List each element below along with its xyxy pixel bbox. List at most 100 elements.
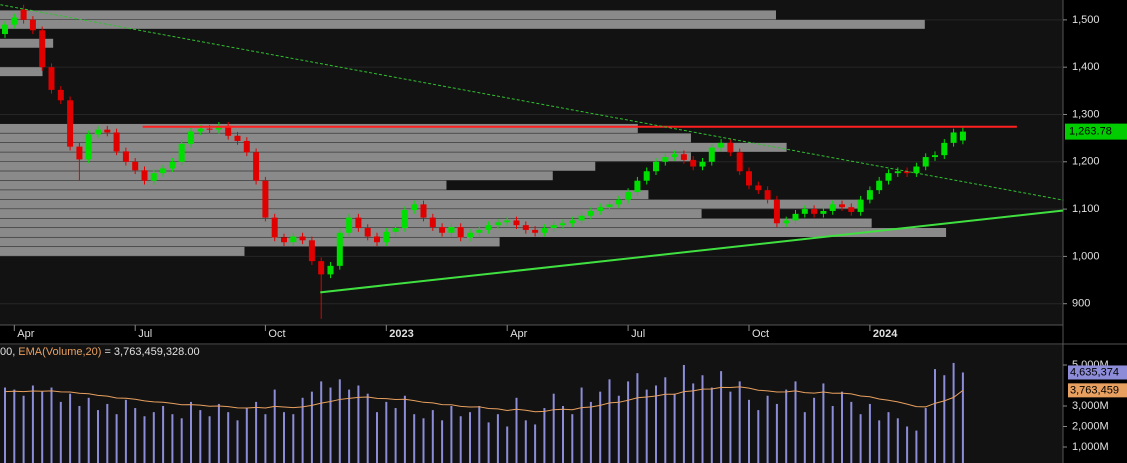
volume-pane bbox=[0, 345, 1063, 463]
candle-body bbox=[680, 154, 687, 160]
value-tag bbox=[1068, 383, 1127, 398]
candle-body bbox=[587, 210, 594, 216]
volume-bar bbox=[627, 381, 630, 463]
candle-body bbox=[634, 180, 641, 193]
volume-bar bbox=[403, 395, 406, 463]
candle-body bbox=[625, 192, 632, 200]
price-tag bbox=[1065, 123, 1127, 140]
candle-body bbox=[225, 125, 232, 136]
volume-bar bbox=[236, 420, 239, 463]
candle-body bbox=[39, 30, 46, 68]
candle-body bbox=[959, 131, 966, 141]
candle-body bbox=[439, 227, 446, 233]
candle-body bbox=[150, 173, 157, 181]
volume-profile-bar bbox=[0, 67, 43, 77]
header-part: EMA(Volume,20) bbox=[18, 346, 101, 358]
candle-body bbox=[383, 231, 390, 243]
candle-body bbox=[299, 236, 306, 241]
volume-bar bbox=[69, 393, 72, 463]
volume-profile-bar bbox=[0, 38, 54, 48]
volume-bar bbox=[134, 408, 137, 463]
candle-body bbox=[746, 171, 752, 186]
volume-bar bbox=[152, 412, 155, 463]
candle-body bbox=[57, 89, 64, 101]
candle-body bbox=[755, 185, 762, 191]
volume-profile-bar bbox=[0, 228, 947, 237]
volume-bar bbox=[217, 403, 220, 463]
volume-bar bbox=[190, 401, 192, 463]
candle-body bbox=[234, 135, 241, 141]
candle-body bbox=[866, 190, 873, 200]
candle-body bbox=[783, 220, 790, 224]
volume-profile-bar bbox=[0, 209, 702, 219]
candle-body bbox=[392, 228, 399, 232]
candle-body bbox=[132, 161, 139, 171]
price-tag-label: 1,263.78 bbox=[1069, 126, 1112, 138]
candle-body bbox=[67, 100, 74, 147]
y-tick-label: 3,000M bbox=[1072, 400, 1109, 412]
x-tick-label: Jul bbox=[138, 328, 152, 340]
volume-bar bbox=[31, 385, 34, 463]
volume-bar bbox=[552, 393, 555, 463]
candle-body bbox=[429, 217, 436, 228]
volume-profile-bar bbox=[0, 180, 447, 190]
volume-bar bbox=[310, 391, 313, 463]
volume-profile-bar bbox=[0, 199, 862, 209]
trendline bbox=[0, 4, 1064, 201]
candle-body bbox=[494, 222, 501, 226]
candle-body bbox=[708, 147, 715, 162]
candle-body bbox=[243, 140, 250, 153]
volume-bar bbox=[469, 412, 471, 463]
volume-bar bbox=[896, 418, 899, 463]
volume-bar bbox=[571, 414, 574, 463]
volume-bar bbox=[487, 422, 490, 463]
volume-profile-bar bbox=[0, 142, 787, 152]
volume-bar bbox=[943, 375, 946, 463]
header-part: 00, bbox=[0, 346, 15, 358]
candle-body bbox=[20, 9, 27, 20]
candle-body bbox=[11, 17, 18, 25]
candle-body bbox=[615, 199, 622, 205]
volume-bar bbox=[580, 387, 583, 463]
candle-body bbox=[327, 265, 334, 275]
volume-bar bbox=[13, 389, 16, 463]
volume-profile-bar bbox=[0, 19, 925, 29]
header-part: = 3,763,459,328.00 bbox=[104, 346, 199, 358]
volume-bar bbox=[255, 401, 258, 463]
volume-bar bbox=[599, 391, 602, 463]
candle-body bbox=[690, 159, 697, 167]
y-tick-label: 2,000M bbox=[1072, 420, 1109, 432]
candle-body bbox=[671, 154, 678, 158]
volume-bar bbox=[208, 416, 211, 463]
volume-profile-bar bbox=[0, 10, 776, 20]
volume-bar bbox=[868, 403, 871, 463]
candle-body bbox=[894, 171, 901, 174]
x-tick-label: Oct bbox=[268, 328, 285, 340]
candle-body bbox=[513, 220, 520, 226]
candle-body bbox=[773, 199, 780, 224]
x-tick-label: Apr bbox=[17, 328, 34, 340]
volume-bar bbox=[357, 385, 360, 463]
volume-bar bbox=[301, 397, 304, 463]
volume-bar bbox=[320, 381, 323, 463]
x-tick-label: Jul bbox=[631, 328, 645, 340]
candle-body bbox=[718, 142, 725, 148]
candle-body bbox=[141, 170, 148, 181]
candle-body bbox=[374, 236, 380, 243]
volume-profile-bar bbox=[0, 237, 500, 247]
volume-bar bbox=[710, 387, 713, 463]
volume-bar bbox=[831, 405, 834, 463]
candle-body bbox=[578, 215, 585, 221]
candle-body bbox=[122, 151, 129, 162]
candle-body bbox=[188, 131, 194, 144]
candle-body bbox=[206, 128, 213, 130]
volume-bar bbox=[952, 362, 955, 463]
volume-bar bbox=[50, 387, 53, 463]
candle-body bbox=[467, 232, 473, 238]
candle-body bbox=[541, 228, 548, 233]
volume-bar bbox=[366, 393, 369, 463]
trendline bbox=[320, 209, 1064, 294]
candle-body bbox=[401, 210, 408, 229]
volume-bar bbox=[766, 395, 769, 463]
